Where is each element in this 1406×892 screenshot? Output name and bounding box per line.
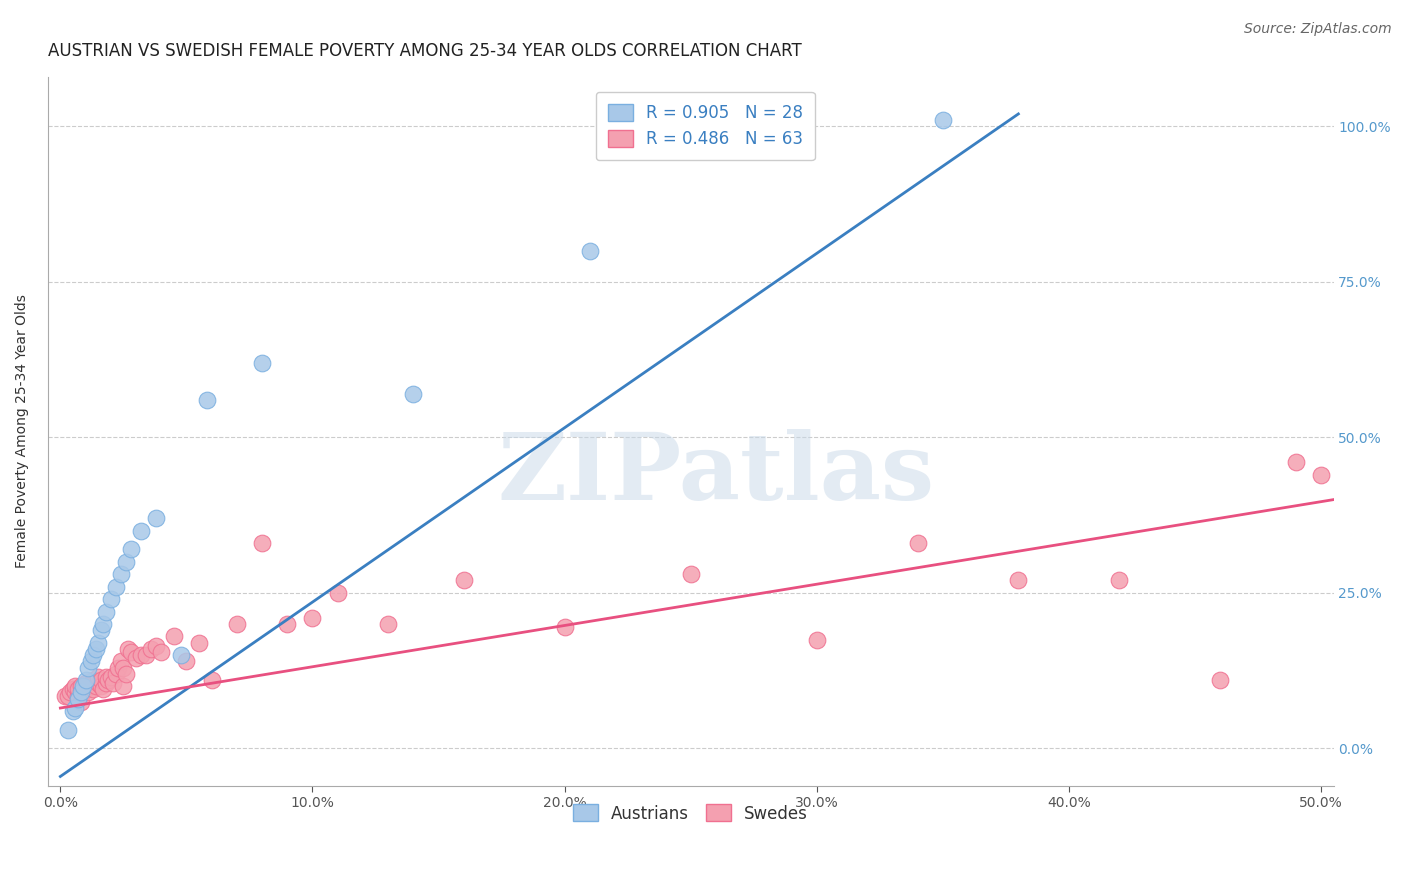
Point [112,679,135,693]
Point [125,651,148,665]
Point [163,630,186,644]
Point [176,654,198,668]
Point [87,636,110,650]
Point [453,574,475,588]
Point [69,679,91,693]
Point [62,704,84,718]
Point [1309,467,1331,482]
Point [103,676,125,690]
Legend: Austrians, Swedes: Austrians, Swedes [561,793,820,834]
Point [69,685,91,699]
Point [188,636,211,650]
Point [56,723,79,737]
Point [82,673,104,687]
Point [250,356,273,370]
Point [55,689,77,703]
Point [94,605,117,619]
Point [66,682,89,697]
Point [195,393,218,408]
Point [932,113,955,128]
Point [129,524,152,538]
Point [1285,455,1308,469]
Point [276,617,298,632]
Point [66,689,89,703]
Point [377,617,399,632]
Point [91,682,114,697]
Point [84,641,107,656]
Point [56,689,79,703]
Point [90,673,112,687]
Point [77,679,100,693]
Point [115,555,138,569]
Point [104,580,127,594]
Point [82,648,104,662]
Point [82,682,104,697]
Point [104,666,127,681]
Point [72,685,94,699]
Point [75,682,97,697]
Point [250,536,273,550]
Point [72,679,94,693]
Point [94,670,117,684]
Point [69,695,91,709]
Point [225,617,247,632]
Point [84,679,107,693]
Point [87,676,110,690]
Point [65,685,87,699]
Point [1108,574,1130,588]
Point [301,611,323,625]
Point [79,654,101,668]
Point [170,648,193,662]
Point [201,673,224,687]
Point [107,660,129,674]
Point [112,660,135,674]
Point [77,660,100,674]
Point [578,244,600,258]
Point [145,511,167,525]
Point [150,645,173,659]
Point [120,542,142,557]
Point [1007,574,1029,588]
Point [115,666,138,681]
Text: Source: ZipAtlas.com: Source: ZipAtlas.com [1244,22,1392,37]
Point [77,685,100,699]
Point [110,654,132,668]
Point [135,648,157,662]
Point [87,670,110,684]
Point [139,641,162,656]
Point [120,645,142,659]
Point [62,682,84,697]
Point [110,567,132,582]
Point [59,685,82,699]
Point [79,679,101,693]
Point [90,679,112,693]
Point [66,691,89,706]
Point [1209,673,1232,687]
Text: ZIPatlas: ZIPatlas [498,429,935,519]
Point [100,592,122,607]
Y-axis label: Female Poverty Among 25-34 Year Olds: Female Poverty Among 25-34 Year Olds [15,294,30,568]
Point [97,673,120,687]
Point [100,670,122,684]
Point [90,624,112,638]
Point [679,567,702,582]
Point [806,632,828,647]
Point [554,620,576,634]
Point [75,676,97,690]
Point [94,676,117,690]
Point [326,586,349,600]
Point [65,679,87,693]
Point [907,536,929,550]
Point [145,639,167,653]
Point [129,648,152,662]
Point [402,387,425,401]
Point [91,617,114,632]
Point [117,641,139,656]
Point [75,673,97,687]
Text: AUSTRIAN VS SWEDISH FEMALE POVERTY AMONG 25-34 YEAR OLDS CORRELATION CHART: AUSTRIAN VS SWEDISH FEMALE POVERTY AMONG… [48,42,801,60]
Point [65,701,87,715]
